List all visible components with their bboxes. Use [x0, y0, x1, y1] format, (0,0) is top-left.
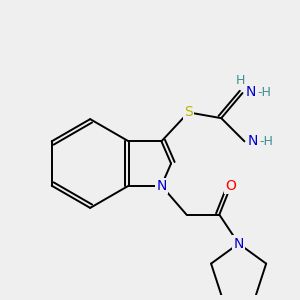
- Text: -H: -H: [259, 135, 273, 148]
- Text: N: N: [248, 134, 258, 148]
- Text: N: N: [156, 179, 167, 193]
- Text: S: S: [184, 105, 193, 119]
- Text: N: N: [233, 237, 244, 250]
- Text: -H: -H: [257, 86, 271, 99]
- Text: N: N: [246, 85, 256, 99]
- Text: H: H: [236, 74, 245, 87]
- Text: O: O: [226, 179, 236, 193]
